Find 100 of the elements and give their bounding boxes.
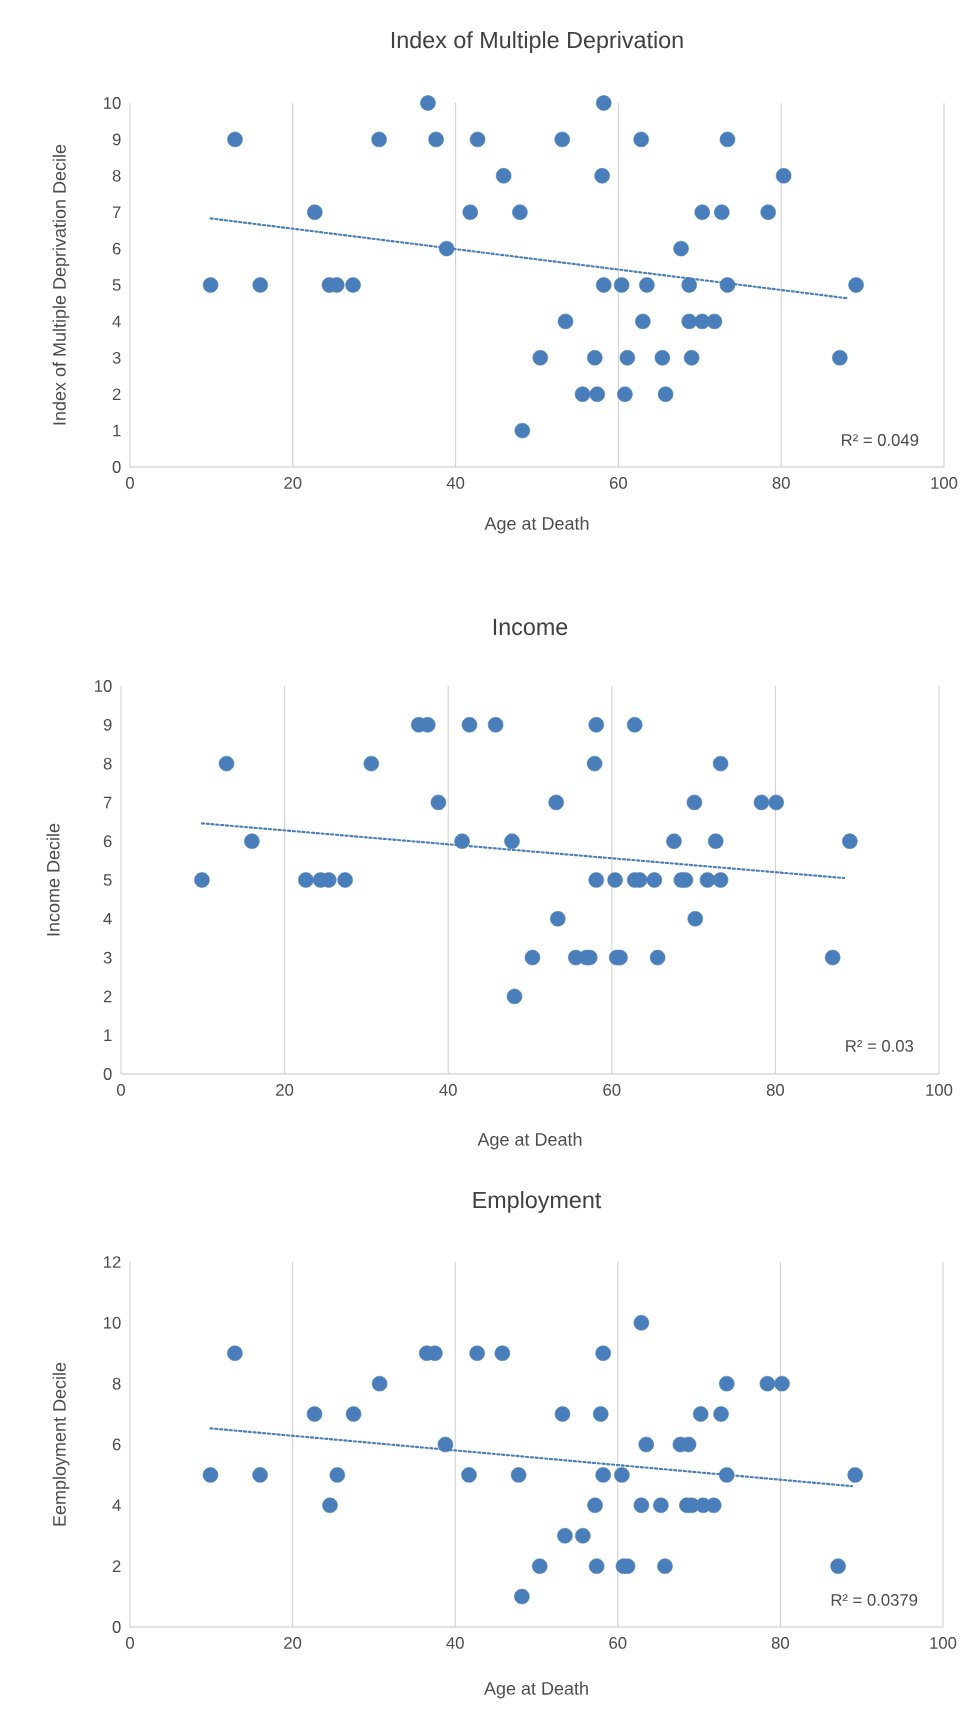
- point: [594, 168, 610, 184]
- point: [512, 204, 528, 220]
- point: [596, 277, 612, 293]
- point: [666, 833, 682, 849]
- point: [719, 277, 736, 293]
- x-tick-label: 80: [772, 477, 790, 489]
- y-tick-label: 2: [112, 388, 121, 401]
- x-tick-label: 40: [446, 477, 465, 489]
- point: [775, 168, 792, 184]
- point: [587, 350, 603, 366]
- point: [506, 988, 523, 1005]
- chart-title: Employment: [473, 1191, 602, 1213]
- point: [639, 277, 655, 293]
- point: [524, 949, 541, 966]
- point: [557, 313, 574, 330]
- point: [673, 240, 689, 257]
- point: [252, 277, 268, 293]
- point: [194, 872, 210, 888]
- y-tick-label: 7: [103, 796, 112, 809]
- point: [706, 313, 723, 330]
- point: [759, 1375, 776, 1392]
- y-axis-title: Eemployment Decile: [52, 1362, 70, 1526]
- point: [848, 277, 864, 293]
- point: [824, 949, 841, 966]
- point: [461, 717, 478, 733]
- point: [719, 1375, 735, 1392]
- point: [510, 1467, 527, 1483]
- point: [428, 131, 444, 148]
- point: [595, 1345, 611, 1361]
- point: [322, 1497, 338, 1514]
- point: [635, 313, 651, 330]
- x-tick-label: 20: [284, 1637, 302, 1649]
- point: [345, 277, 361, 293]
- x-tick-label: 100: [926, 1084, 953, 1096]
- y-tick-label: 6: [103, 835, 112, 848]
- x-tick-label: 40: [439, 1084, 457, 1096]
- y-tick-label: 4: [103, 913, 112, 925]
- point: [337, 872, 353, 888]
- y-tick-label: 0: [112, 461, 121, 473]
- point: [557, 1528, 573, 1544]
- x-tick-label: 100: [931, 477, 958, 489]
- y-tick-label: 0: [112, 1621, 121, 1633]
- point: [633, 1315, 650, 1331]
- annotation: R² = 0.03: [846, 1040, 914, 1052]
- x-tick-label: 60: [603, 1084, 621, 1096]
- point: [469, 131, 486, 148]
- y-tick-label: 2: [112, 1560, 121, 1572]
- point: [494, 1345, 511, 1361]
- point: [487, 717, 504, 733]
- point: [514, 422, 531, 439]
- point: [514, 1588, 530, 1605]
- x-tick-label: 80: [771, 1637, 790, 1649]
- x-axis-title: Age at Death: [477, 1132, 582, 1150]
- point: [554, 131, 570, 148]
- y-tick-label: 10: [95, 680, 112, 692]
- point: [430, 794, 447, 811]
- y-tick-label: 7: [112, 206, 121, 218]
- point: [202, 1467, 219, 1483]
- point: [554, 1406, 571, 1422]
- point: [592, 1406, 609, 1422]
- point: [713, 1406, 729, 1422]
- point: [504, 833, 520, 849]
- x-tick-label: 80: [766, 1084, 785, 1096]
- point: [596, 95, 612, 111]
- y-tick-label: 9: [103, 718, 112, 731]
- point: [649, 949, 666, 966]
- point: [760, 204, 776, 220]
- point: [588, 872, 604, 888]
- point: [694, 204, 710, 220]
- point: [654, 350, 671, 366]
- point: [548, 794, 564, 811]
- point: [619, 350, 636, 366]
- point: [614, 1467, 630, 1483]
- point: [588, 1558, 605, 1574]
- point: [830, 1558, 846, 1574]
- point: [712, 755, 729, 772]
- point: [638, 1436, 654, 1453]
- y-tick-label: 5: [103, 874, 112, 886]
- y-tick-label: 10: [104, 97, 121, 109]
- chart-title: Index of Multiple Deprivation: [391, 31, 683, 53]
- point: [589, 386, 605, 402]
- point: [575, 1528, 591, 1544]
- y-axis-title: Income Decile: [46, 823, 60, 936]
- point: [495, 168, 512, 184]
- point: [329, 1467, 346, 1483]
- point: [719, 131, 736, 148]
- point: [687, 911, 703, 927]
- point: [550, 911, 566, 927]
- x-tick-label: 20: [284, 477, 302, 489]
- point: [613, 277, 630, 293]
- y-tick-label: 0: [103, 1068, 112, 1080]
- x-tick-label: 60: [609, 1637, 627, 1649]
- y-tick-label: 4: [112, 315, 121, 328]
- point: [202, 277, 219, 293]
- point: [587, 1497, 603, 1514]
- y-tick-label: 3: [103, 951, 112, 964]
- point: [633, 1497, 650, 1514]
- y-tick-label: 1: [104, 1029, 112, 1041]
- point: [437, 1436, 454, 1453]
- x-tick-label: 60: [609, 477, 628, 489]
